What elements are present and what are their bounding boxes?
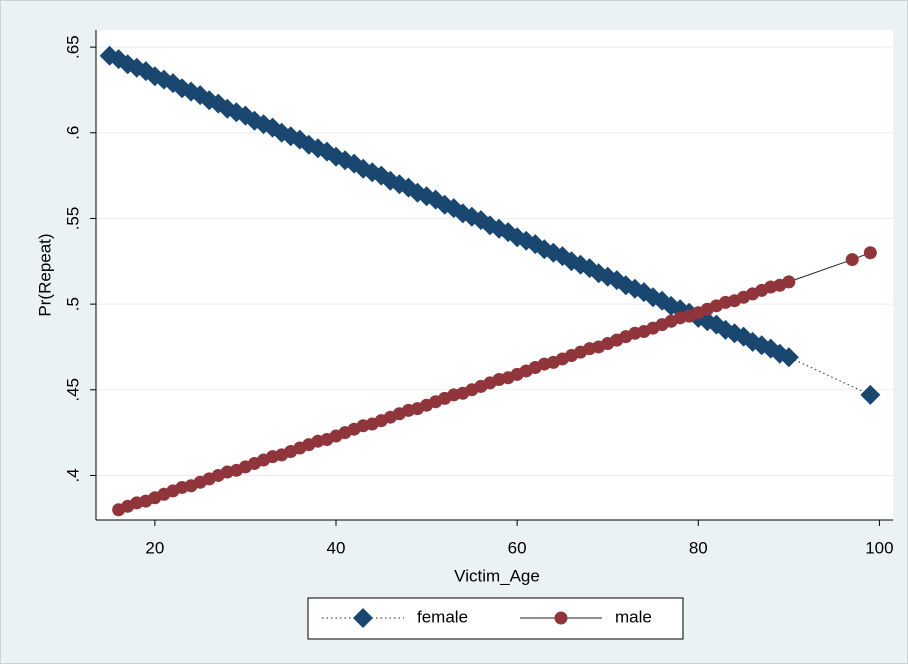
- x-tick-label: 80: [689, 538, 708, 557]
- data-point: [863, 246, 877, 260]
- x-axis-title: Victim_Age: [454, 566, 540, 585]
- y-tick-label: .5: [63, 297, 82, 311]
- data-point: [117, 54, 138, 75]
- data-point: [778, 347, 799, 368]
- y-tick-label: .4: [63, 468, 82, 482]
- legend-label: male: [615, 607, 652, 626]
- data-point: [845, 253, 859, 267]
- y-tick-label: .6: [63, 126, 82, 140]
- x-tick-label: 20: [145, 538, 164, 557]
- x-tick-label: 60: [508, 538, 527, 557]
- y-tick-label: .65: [63, 35, 82, 59]
- x-tick-label: 40: [327, 538, 346, 557]
- x-tick-label: 100: [865, 538, 893, 557]
- y-axis-title: Pr(Repeat): [35, 233, 54, 316]
- data-point: [253, 114, 274, 135]
- legend-marker: [353, 608, 373, 628]
- data-point: [262, 117, 283, 138]
- y-tick-label: .55: [63, 207, 82, 231]
- legend-label: female: [417, 607, 468, 626]
- data-point: [782, 275, 796, 289]
- data-point: [860, 384, 881, 405]
- y-tick-label: .45: [63, 378, 82, 402]
- data-point: [108, 49, 129, 70]
- legend-marker: [554, 611, 568, 625]
